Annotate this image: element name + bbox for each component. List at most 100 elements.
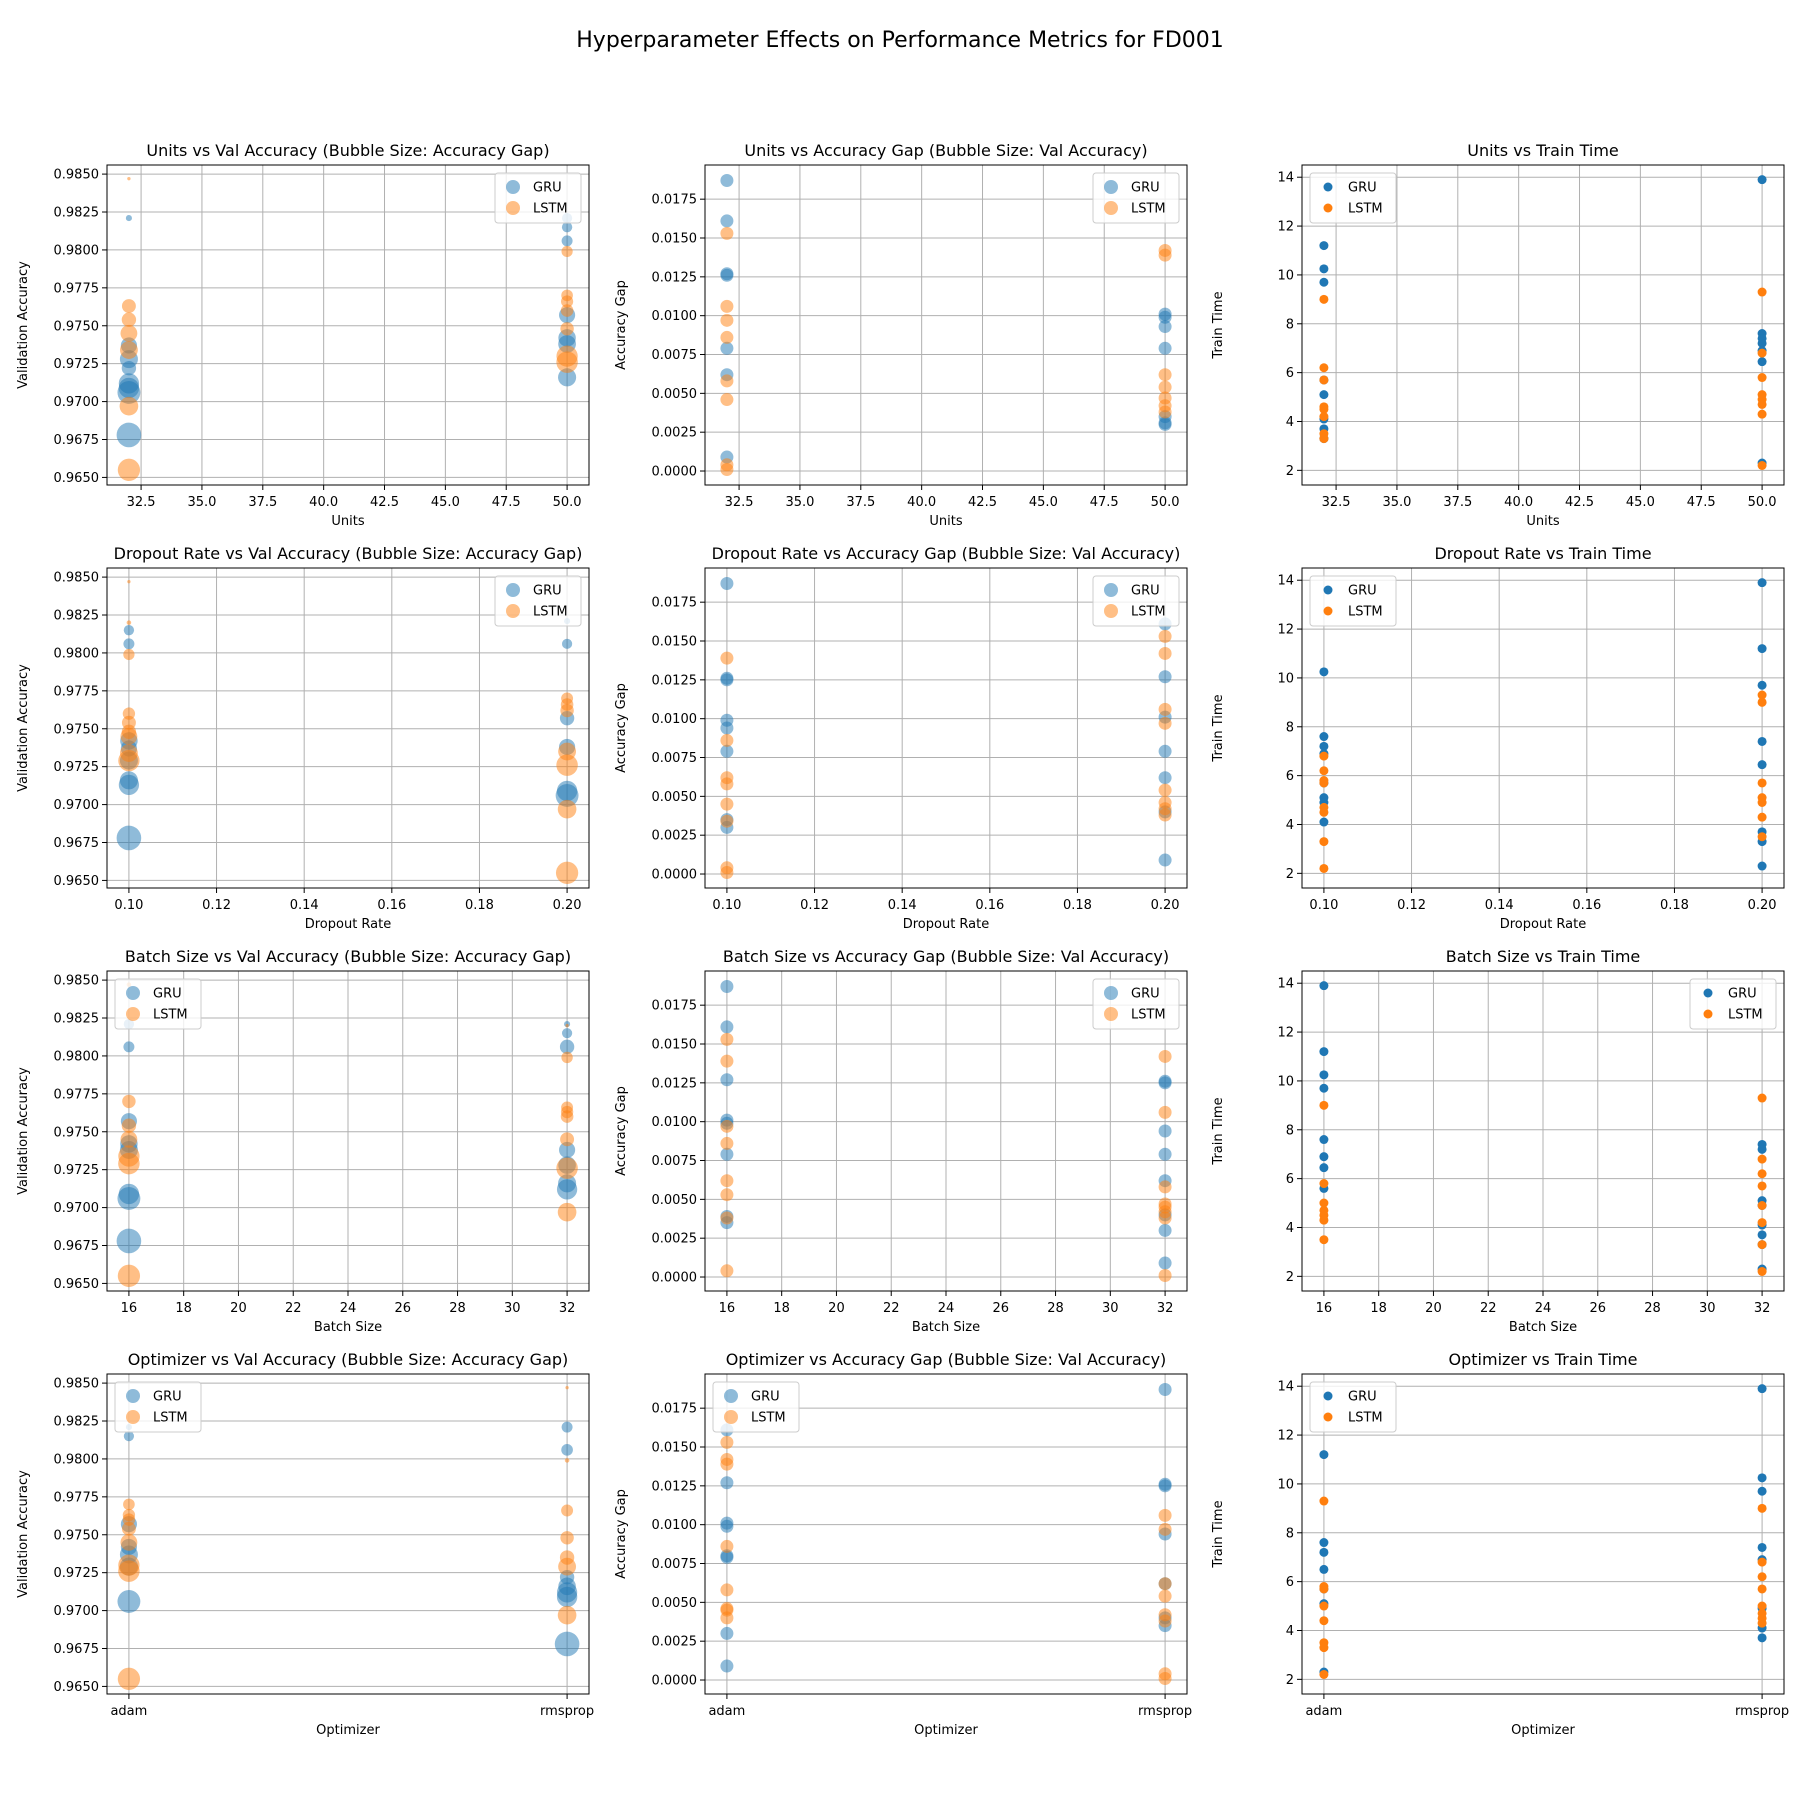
scatter-point-gru [561,1421,573,1433]
y-tick-label: 0.9725 [54,1163,100,1178]
y-tick-label: 0.9675 [54,1642,100,1657]
y-tick-label: 0.9775 [54,1490,100,1505]
legend-label-lstm: LSTM [1728,1008,1763,1023]
axes-frame [106,164,590,486]
x-tick-label: 0.20 [1151,898,1180,913]
x-tick-label: 24 [1535,1301,1552,1316]
legend-label-gru: GRU [1131,987,1160,1002]
legend-label-gru: GRU [533,181,562,196]
subplot-2: 32.5 35.0 37.5 40.0 42.5 45.0 47.5 50.0 0.0000 0.… [614,141,1188,529]
scatter-point-lstm [561,289,573,302]
scatter-point-gru [123,1041,135,1053]
y-tick-label: 0.9725 [54,357,100,372]
subplot-4: 0.10 0.12 0.14 0.16 0.18 0.20 0.9650 0.9675 0.97… [16,544,590,932]
scatter-point-lstm [556,345,578,367]
subplot-11: adam rmsprop 0.0000 0.0025 0.0050 0.0075 0.010… [614,1350,1192,1738]
x-tick-label: 16 [1316,1301,1333,1316]
y-tick-label: 0.9675 [54,433,100,448]
x-tick-label: 37.5 [1443,495,1472,510]
x-tick-label: 45.0 [1626,495,1655,510]
x-tick-label: 22 [1480,1301,1497,1316]
scatter-point-lstm [117,458,141,481]
y-tick-label: 0.0150 [652,1038,698,1053]
scatter-point-lstm [1757,1503,1767,1513]
axes-frame [1301,1373,1785,1695]
x-tick-label: 0.10 [114,898,143,913]
scatter-point-lstm [720,733,734,747]
y-axis-label: Train Time [1211,1500,1226,1568]
scatter-point-lstm [123,648,135,661]
scatter-point-gru [117,1590,141,1613]
scatter-point-gru [561,235,573,247]
scatter-point-lstm [121,312,137,327]
scatter-point-lstm [120,324,138,342]
x-tick-label: 35.0 [785,495,814,510]
scatter-point-gru [720,673,734,687]
y-tick-label: 0.0150 [652,635,698,650]
x-tick-label: 40.0 [907,495,936,510]
legend-marker-lstm [126,1007,140,1021]
x-tick-label: rmsprop [1735,1704,1789,1719]
y-tick-label: 0.0025 [652,1635,698,1650]
y-tick-label: 14 [1277,171,1294,186]
legend-label-lstm: LSTM [751,1411,786,1426]
y-tick-label: 0.9675 [54,1239,100,1254]
x-tick-label: 50.0 [1151,495,1180,510]
x-tick-label: 32.5 [1322,495,1351,510]
x-tick-label: 20 [1425,1301,1442,1316]
y-tick-label: 0.0000 [652,465,698,480]
y-tick-label: 10 [1277,1074,1294,1089]
scatter-point-lstm [557,1202,577,1222]
x-tick-label: 24 [340,1301,357,1316]
legend-marker-lstm [1323,1412,1333,1422]
y-tick-label: 8 [1286,1526,1294,1541]
scatter-point-lstm [1158,646,1172,660]
scatter-point-gru [1757,760,1767,770]
y-tick-label: 6 [1286,1172,1294,1187]
legend-marker-lstm [126,1410,140,1424]
x-tick-label: 37.5 [248,495,277,510]
scatter-point-lstm [1319,837,1329,847]
scatter-point-lstm [561,245,573,258]
x-axis-label: Batch Size [1509,1320,1577,1335]
y-tick-label: 14 [1277,1380,1294,1395]
scatter-point-gru [720,214,734,228]
x-tick-label: 20 [828,1301,845,1316]
scatter-point-lstm [1158,405,1172,419]
scatter-point-lstm [1158,1105,1172,1119]
scatter-point-gru [118,373,140,394]
x-axis-label: Optimizer [1511,1723,1575,1738]
scatter-point-lstm [1757,373,1767,383]
scatter-point-gru [720,1147,734,1161]
legend-label-gru: GRU [1728,987,1757,1002]
scatter-point-gru [1757,175,1767,185]
x-tick-label: 0.18 [1660,898,1689,913]
scatter-point-lstm [1757,1201,1767,1210]
scatter-point-lstm [1158,808,1172,822]
scatter-point-lstm [120,1130,138,1148]
y-tick-label: 0.0125 [652,1076,698,1091]
scatter-point-lstm [720,1457,734,1471]
scatter-point-lstm [1158,1589,1172,1603]
legend: GRU LSTM [1689,978,1777,1030]
scatter-point-lstm [720,814,734,828]
scatter-point-gru [1757,357,1767,367]
axes-frame [106,567,590,889]
scatter-point-lstm [1158,1211,1172,1225]
scatter-point-lstm [123,1498,135,1511]
legend: GRU LSTM [1092,978,1180,1030]
x-tick-label: 16 [719,1301,736,1316]
scatter-point-lstm [1319,1643,1329,1653]
x-tick-label: 42.5 [370,495,399,510]
scatter-point-lstm [1757,690,1767,700]
y-tick-label: 6 [1286,366,1294,381]
scatter-point-lstm [118,1145,140,1167]
scatter-point-lstm [121,299,136,314]
legend-label-lstm: LSTM [153,1008,188,1023]
subplot-title: Optimizer vs Train Time [1449,1350,1638,1369]
scatter-point-lstm [561,692,574,705]
x-tick-label: 0.20 [1748,898,1777,913]
scatter-point-lstm [720,1539,734,1553]
axes-frame [704,567,1188,889]
